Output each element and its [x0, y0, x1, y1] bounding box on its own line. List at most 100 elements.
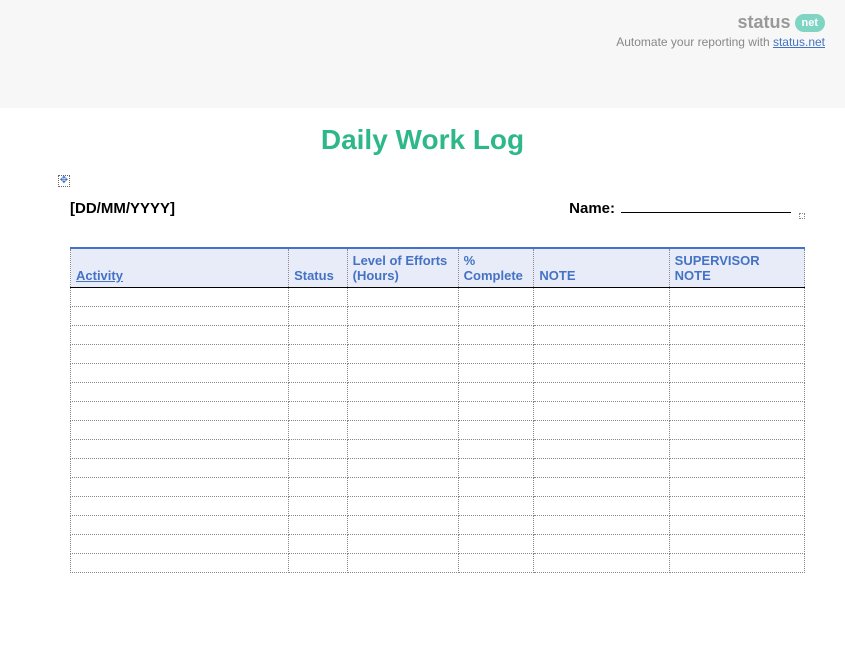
table-cell[interactable] [534, 440, 669, 459]
table-cell[interactable] [289, 326, 348, 345]
table-cell[interactable] [71, 478, 289, 497]
table-row [71, 288, 805, 307]
table-cell[interactable] [289, 402, 348, 421]
table-cell[interactable] [289, 516, 348, 535]
name-field: Name: [569, 200, 805, 217]
table-cell[interactable] [347, 459, 458, 478]
table-cell[interactable] [289, 307, 348, 326]
table-cell[interactable] [458, 459, 534, 478]
table-cell[interactable] [458, 478, 534, 497]
table-cell[interactable] [71, 497, 289, 516]
table-cell[interactable] [534, 516, 669, 535]
table-cell[interactable] [669, 345, 804, 364]
table-cell[interactable] [347, 364, 458, 383]
table-cell[interactable] [347, 535, 458, 554]
table-cell[interactable] [347, 288, 458, 307]
table-cell[interactable] [458, 364, 534, 383]
table-cell[interactable] [669, 364, 804, 383]
table-cell[interactable] [289, 288, 348, 307]
table-cell[interactable] [289, 459, 348, 478]
table-cell[interactable] [669, 326, 804, 345]
table-cell[interactable] [458, 554, 534, 573]
table-cell[interactable] [71, 440, 289, 459]
table-cell[interactable] [669, 516, 804, 535]
table-cell[interactable] [534, 535, 669, 554]
table-row [71, 497, 805, 516]
table-row [71, 364, 805, 383]
table-cell[interactable] [669, 421, 804, 440]
table-cell[interactable] [347, 307, 458, 326]
table-cell[interactable] [71, 459, 289, 478]
resize-box-icon [799, 213, 805, 219]
table-cell[interactable] [534, 421, 669, 440]
table-cell[interactable] [534, 364, 669, 383]
table-cell[interactable] [669, 383, 804, 402]
table-cell[interactable] [458, 345, 534, 364]
column-header: Status [289, 248, 348, 288]
table-cell[interactable] [534, 288, 669, 307]
table-cell[interactable] [289, 535, 348, 554]
table-cell[interactable] [669, 478, 804, 497]
table-cell[interactable] [347, 345, 458, 364]
table-cell[interactable] [534, 497, 669, 516]
table-cell[interactable] [289, 421, 348, 440]
brand-logo: status net [616, 12, 825, 33]
table-cell[interactable] [71, 307, 289, 326]
table-cell[interactable] [534, 459, 669, 478]
table-cell[interactable] [534, 478, 669, 497]
table-cell[interactable] [669, 459, 804, 478]
table-cell[interactable] [458, 421, 534, 440]
table-cell[interactable] [534, 554, 669, 573]
table-cell[interactable] [458, 440, 534, 459]
table-cell[interactable] [669, 554, 804, 573]
brand-link[interactable]: status.net [773, 35, 825, 49]
table-cell[interactable] [289, 497, 348, 516]
table-cell[interactable] [71, 326, 289, 345]
table-cell[interactable] [669, 307, 804, 326]
table-cell[interactable] [534, 307, 669, 326]
table-move-handle-icon[interactable]: ✥ [58, 175, 70, 187]
table-cell[interactable] [534, 383, 669, 402]
table-cell[interactable] [71, 554, 289, 573]
table-cell[interactable] [289, 478, 348, 497]
table-cell[interactable] [669, 288, 804, 307]
table-cell[interactable] [347, 402, 458, 421]
table-cell[interactable] [71, 288, 289, 307]
table-cell[interactable] [347, 440, 458, 459]
table-cell[interactable] [71, 402, 289, 421]
table-row [71, 402, 805, 421]
table-cell[interactable] [347, 478, 458, 497]
table-cell[interactable] [458, 402, 534, 421]
table-cell[interactable] [458, 307, 534, 326]
table-cell[interactable] [347, 497, 458, 516]
table-cell[interactable] [458, 383, 534, 402]
table-cell[interactable] [71, 383, 289, 402]
table-cell[interactable] [669, 402, 804, 421]
table-cell[interactable] [289, 383, 348, 402]
table-cell[interactable] [71, 345, 289, 364]
table-cell[interactable] [458, 516, 534, 535]
table-cell[interactable] [71, 421, 289, 440]
table-cell[interactable] [289, 440, 348, 459]
table-cell[interactable] [71, 516, 289, 535]
table-cell[interactable] [347, 421, 458, 440]
table-cell[interactable] [289, 345, 348, 364]
table-cell[interactable] [458, 326, 534, 345]
table-cell[interactable] [669, 535, 804, 554]
table-cell[interactable] [347, 516, 458, 535]
table-cell[interactable] [669, 497, 804, 516]
table-cell[interactable] [534, 402, 669, 421]
table-cell[interactable] [289, 364, 348, 383]
table-cell[interactable] [347, 554, 458, 573]
table-cell[interactable] [71, 535, 289, 554]
table-cell[interactable] [458, 288, 534, 307]
table-cell[interactable] [347, 383, 458, 402]
table-cell[interactable] [458, 497, 534, 516]
table-cell[interactable] [71, 364, 289, 383]
table-cell[interactable] [289, 554, 348, 573]
table-cell[interactable] [669, 440, 804, 459]
table-cell[interactable] [347, 326, 458, 345]
table-cell[interactable] [534, 326, 669, 345]
table-cell[interactable] [458, 535, 534, 554]
table-cell[interactable] [534, 345, 669, 364]
